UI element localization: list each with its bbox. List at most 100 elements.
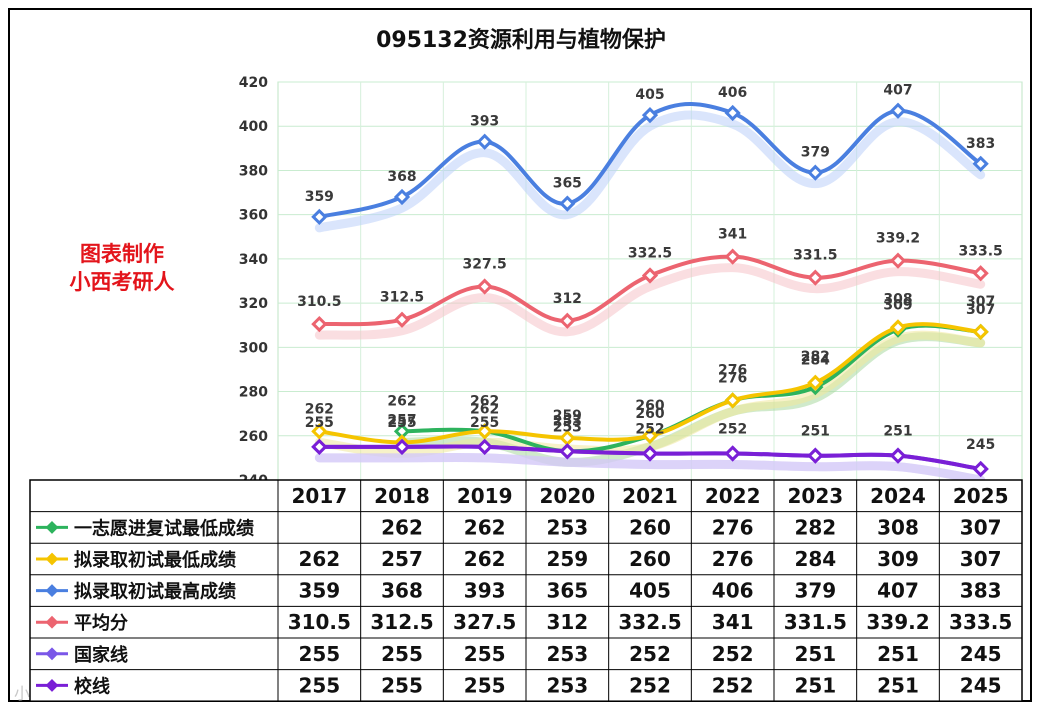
table-cell: 262 <box>464 515 506 539</box>
data-label: 365 <box>553 176 582 192</box>
table-cell: 252 <box>629 673 671 697</box>
series-marker <box>641 445 659 462</box>
y-tick-label: 340 <box>239 252 268 268</box>
data-label: 308 <box>883 292 912 308</box>
table-cell: 252 <box>712 673 754 697</box>
table-cell: 252 <box>712 642 754 666</box>
data-label: 284 <box>801 353 830 369</box>
data-label: 341 <box>718 227 747 243</box>
table-cell: 251 <box>794 673 836 697</box>
table-cell: 309 <box>877 547 919 571</box>
table-cell: 260 <box>629 515 671 539</box>
y-tick-label: 280 <box>239 385 268 401</box>
data-label: 307 <box>966 294 995 310</box>
data-label: 379 <box>801 145 830 161</box>
data-label: 312.5 <box>380 290 424 306</box>
legend-key-marker <box>45 647 59 661</box>
maker-credit: 图表制作 小西考研人 <box>42 240 202 296</box>
data-label: 251 <box>883 424 912 440</box>
table-cell: 331.5 <box>784 610 847 634</box>
table-row-label: 一志愿进复试最低成绩 <box>74 517 254 539</box>
table-header-cell: 2021 <box>622 484 678 508</box>
table-cell: 333.5 <box>949 610 1012 634</box>
table-cell: 252 <box>629 642 671 666</box>
data-label: 262 <box>470 401 499 417</box>
data-label: 260 <box>635 406 664 422</box>
data-label: 259 <box>553 408 582 424</box>
legend-key-marker <box>45 584 59 598</box>
table-row-label: 国家线 <box>74 644 128 666</box>
table-cell: 307 <box>960 547 1002 571</box>
series-marker <box>972 155 989 172</box>
series-marker <box>641 427 659 444</box>
series-marker <box>311 208 328 225</box>
data-label: 331.5 <box>793 248 837 264</box>
series-marker <box>807 374 824 391</box>
series-marker <box>393 311 411 328</box>
table-cell: 251 <box>877 673 919 697</box>
series-marker <box>889 102 907 119</box>
series-marker <box>889 319 907 336</box>
series-marker <box>724 248 741 265</box>
data-label: 359 <box>305 189 334 205</box>
data-label: 255 <box>470 415 499 431</box>
data-label: 339.2 <box>876 231 920 247</box>
table-cell: 339.2 <box>866 610 929 634</box>
table-cell: 276 <box>712 515 754 539</box>
table-header-cell: 2024 <box>870 484 926 508</box>
table-cell: 259 <box>546 547 588 571</box>
table-cell: 260 <box>629 547 671 571</box>
table-cell: 327.5 <box>453 610 516 634</box>
table-cell: 341 <box>712 610 754 634</box>
data-label: 262 <box>387 393 416 409</box>
data-label: 407 <box>883 83 912 99</box>
series-marker <box>393 188 411 206</box>
table-cell: 255 <box>381 642 423 666</box>
series-shadow-5 <box>314 452 986 485</box>
table-header-cell: 2020 <box>539 484 595 508</box>
legend-key-marker <box>45 552 59 566</box>
series-shadow-2 <box>314 110 986 233</box>
table-row-label: 拟录取初试最高成绩 <box>74 581 236 603</box>
table-cell: 262 <box>298 547 340 571</box>
table-row-label: 拟录取初试最低成绩 <box>74 549 236 571</box>
table-header-cell: 2018 <box>374 484 430 508</box>
table-cell: 255 <box>298 642 340 666</box>
table-cell: 262 <box>464 547 506 571</box>
data-label: 368 <box>387 169 416 185</box>
series-marker <box>559 312 576 329</box>
series-marker <box>559 195 576 212</box>
data-label: 252 <box>635 421 664 437</box>
data-label: 257 <box>387 412 416 428</box>
data-label: 276 <box>718 370 747 386</box>
legend-key-marker <box>45 615 59 629</box>
table-cell: 284 <box>794 547 836 571</box>
table-header-cell: 2017 <box>291 484 347 508</box>
table-cell: 332.5 <box>618 610 681 634</box>
series-marker <box>972 265 989 282</box>
data-label: 251 <box>801 424 830 440</box>
series-marker <box>807 269 824 286</box>
data-label: 245 <box>966 437 995 453</box>
table-cell: 282 <box>794 515 836 539</box>
series-shadow-3 <box>314 263 986 340</box>
y-tick-label: 420 <box>239 75 268 91</box>
data-label: 405 <box>635 87 664 103</box>
series-marker <box>476 438 493 455</box>
data-label: 307 <box>966 302 995 318</box>
series-marker <box>889 252 907 269</box>
y-tick-label: 300 <box>239 340 268 356</box>
table-cell: 379 <box>794 579 836 603</box>
series-marker <box>724 104 741 122</box>
data-label: 253 <box>553 419 582 435</box>
series-marker <box>889 447 907 464</box>
table-header-cell: 2025 <box>953 484 1009 508</box>
series-marker <box>724 445 741 462</box>
chart-title: 095132资源利用与植物保护 <box>376 28 666 53</box>
data-label: 383 <box>966 136 995 152</box>
y-tick-label: 320 <box>239 296 268 312</box>
table-cell: 406 <box>712 579 754 603</box>
table-row-label: 校线 <box>74 675 110 697</box>
data-label: 327.5 <box>463 257 507 273</box>
table-cell: 405 <box>629 579 671 603</box>
